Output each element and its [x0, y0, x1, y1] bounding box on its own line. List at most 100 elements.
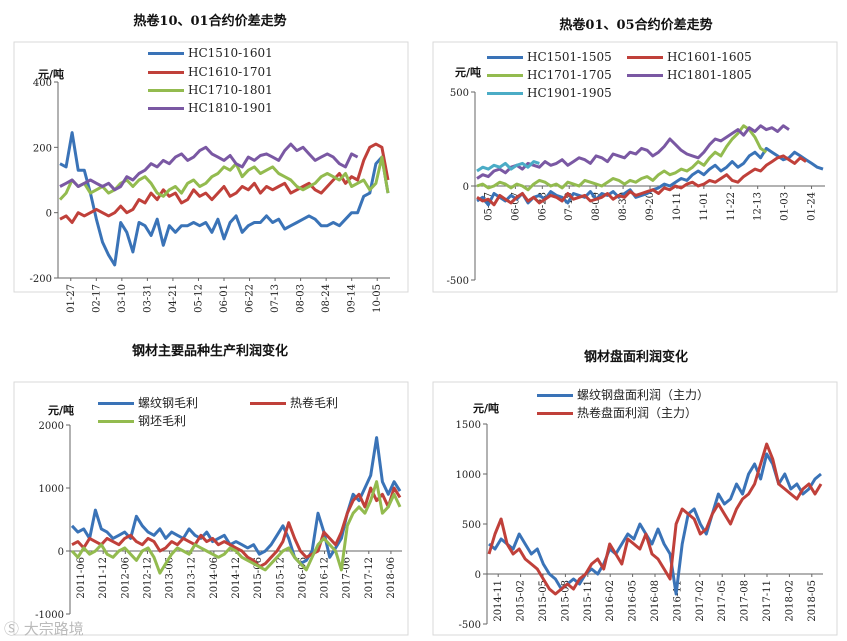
x-tick-label: 2015-05	[538, 580, 549, 622]
x-tick-label: 2017-02	[695, 580, 706, 622]
watermark-logo: Ⓢ 大宗路境	[4, 620, 84, 638]
x-tick-label: 2017-06	[342, 557, 353, 599]
chart-plot: -500 0 500 1000 1500 2014-11 2015-02 2015-05 201…	[432, 381, 838, 636]
series-line	[71, 486, 402, 569]
series-line	[70, 480, 402, 575]
x-tick-label: 2018-06	[386, 557, 397, 599]
x-tick-label: 2016-11	[672, 580, 683, 622]
y-tick-label: 1000	[39, 484, 64, 495]
x-tick-label: 01-27	[66, 284, 77, 313]
x-tick-label: 03-31	[142, 284, 153, 313]
x-tick-label: 11-22	[726, 192, 737, 221]
x-tick-label: 2016-05	[628, 580, 639, 622]
x-tick-label: 06-22	[245, 284, 256, 313]
legend-item: HC1701-1705	[487, 68, 612, 82]
series-line	[59, 142, 390, 224]
x-tick-label: 04-21	[168, 284, 179, 313]
chart-frame	[432, 381, 838, 636]
x-tick-label: 2014-12	[231, 557, 242, 599]
y-unit-label: 元/吨	[48, 404, 75, 417]
legend-item: HC1901-1905	[487, 86, 612, 100]
x-tick-label: 2015-11	[583, 580, 594, 622]
legend-item: 热卷盘面利润（主力）	[537, 404, 697, 421]
chart-frame	[432, 41, 838, 293]
series-line	[59, 142, 359, 192]
x-tick-label: 2015-12	[275, 557, 286, 599]
y-tick-label: 2000	[39, 421, 64, 432]
legend-item: HC1710-1801	[148, 83, 273, 97]
x-tick-label: 08-30	[618, 192, 629, 221]
x-tick-label: 06-01	[219, 284, 230, 313]
x-tick-label: 05-17	[483, 192, 494, 221]
x-tick-label: 2016-06	[297, 557, 308, 599]
x-tick-label: 12-13	[753, 192, 764, 221]
x-tick-label: 2013-06	[165, 557, 176, 599]
x-tick-label: 11-01	[699, 192, 710, 221]
y-unit-label: 元/吨	[455, 66, 482, 79]
x-tick-label: 01-03	[780, 192, 791, 221]
x-tick-label: 2016-02	[605, 580, 616, 622]
series-line	[476, 160, 540, 173]
x-tick-label: 07-19	[564, 192, 575, 221]
x-tick-label: 03-10	[117, 284, 128, 313]
x-tick-label: 06-07	[510, 192, 521, 221]
chart-title: 热卷01、05合约价差走势	[559, 18, 713, 33]
x-tick-label: 08-09	[591, 192, 602, 221]
x-tick-label: 02-17	[91, 284, 102, 313]
x-tick-label: 2011-06	[76, 557, 87, 599]
chart-title: 钢材主要品种生产利润变化	[131, 344, 288, 359]
x-tick-label: 08-24	[321, 284, 332, 313]
x-tick-label: 2015-06	[253, 557, 264, 599]
series-line	[59, 131, 390, 267]
y-tick-label: 1500	[456, 420, 481, 431]
legend-item: HC1601-1605	[627, 50, 752, 64]
chart-panel-hc10-01: 热卷10、01合约价差走势 元/吨 -200 0 200 400 01-27 02-17 0…	[0, 0, 420, 313]
chart-frame	[13, 41, 409, 293]
y-tick-label: -1000	[35, 610, 64, 621]
y-unit-label: 元/吨	[38, 68, 65, 81]
x-tick-label: 2018-02	[784, 580, 795, 622]
x-tick-label: 2012-06	[120, 557, 131, 599]
x-tick-label: 2017-12	[364, 557, 375, 599]
chart-panel-futures-profit: 钢材盘面利润变化 元/吨 -500 0 500 1000 1500 2014-11 2015…	[425, 330, 847, 641]
series-line	[476, 154, 807, 207]
chart-panel-hc01-05: 热卷01、05合约价差走势 元/吨 -500 0 500 05-17 06-07 06-2…	[425, 0, 847, 300]
chart-panel-production-profit: 钢材主要品种生产利润变化 元/吨 -1000 0 1000 2000 2011-06 20…	[0, 330, 420, 641]
legend-item: 螺纹钢毛利	[98, 394, 198, 411]
y-tick-label: -500	[447, 276, 469, 287]
x-tick-label: 2014-06	[209, 557, 220, 599]
legend-item: HC1501-1505	[487, 50, 612, 64]
x-tick-label: 09-20	[645, 192, 656, 221]
x-tick-label: 2018-05	[807, 580, 818, 622]
y-tick-label: 200	[33, 143, 52, 154]
y-tick-label: 500	[450, 88, 469, 99]
y-tick-label: 0	[58, 547, 64, 558]
series-line	[476, 124, 790, 180]
y-tick-label: 0	[475, 570, 481, 581]
y-tick-label: 500	[462, 520, 481, 531]
x-tick-label: 2017-08	[740, 580, 751, 622]
x-tick-label: 01-24	[807, 192, 818, 221]
x-tick-label: 2016-12	[320, 557, 331, 599]
x-tick-label: 2017-11	[762, 580, 773, 622]
legend-item: 热卷毛利	[250, 394, 338, 411]
x-tick-label: 05-12	[193, 284, 204, 313]
x-tick-label: 08-03	[296, 284, 307, 313]
y-unit-label: 元/吨	[473, 402, 500, 415]
chart-title: 热卷10、01合约价差走势	[133, 14, 287, 29]
y-tick-label: 400	[33, 78, 52, 89]
legend-item: HC1801-1805	[627, 68, 752, 82]
x-tick-label: 10-05	[372, 284, 383, 313]
chart-frame	[13, 381, 409, 636]
y-tick-label: 1000	[456, 470, 481, 481]
legend-item: HC1610-1701	[148, 65, 273, 79]
x-tick-label: 2011-12	[98, 557, 109, 599]
chart-title: 钢材盘面利润变化	[583, 350, 688, 365]
legend-item: HC1510-1601	[148, 46, 273, 60]
y-tick-label: -500	[459, 620, 481, 631]
y-tick-label: 0	[46, 209, 52, 220]
series-line	[476, 124, 768, 192]
x-tick-label: 2015-02	[516, 580, 527, 622]
legend-item: HC1810-1901	[148, 101, 273, 115]
series-line	[487, 442, 823, 596]
